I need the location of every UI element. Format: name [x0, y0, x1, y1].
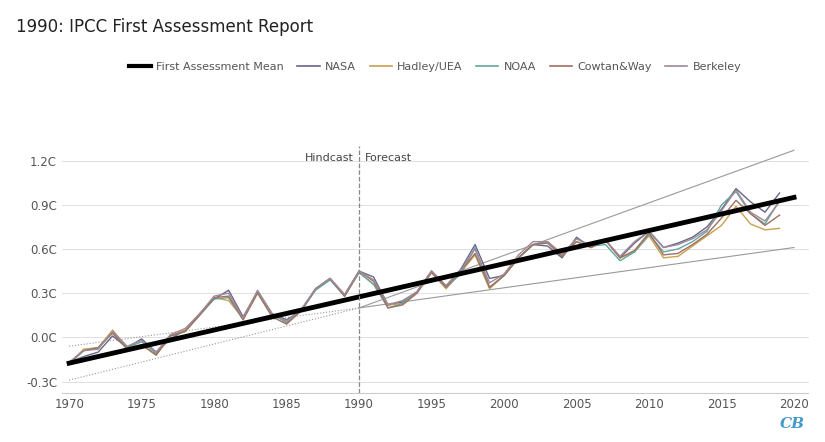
Text: Hindcast: Hindcast — [304, 153, 353, 164]
Text: 1990: IPCC First Assessment Report: 1990: IPCC First Assessment Report — [16, 18, 314, 36]
Legend: First Assessment Mean, NASA, Hadley/UEA, NOAA, Cowtan&Way, Berkeley: First Assessment Mean, NASA, Hadley/UEA,… — [124, 57, 747, 76]
Text: Forecast: Forecast — [365, 153, 412, 164]
Text: CB: CB — [780, 417, 804, 431]
